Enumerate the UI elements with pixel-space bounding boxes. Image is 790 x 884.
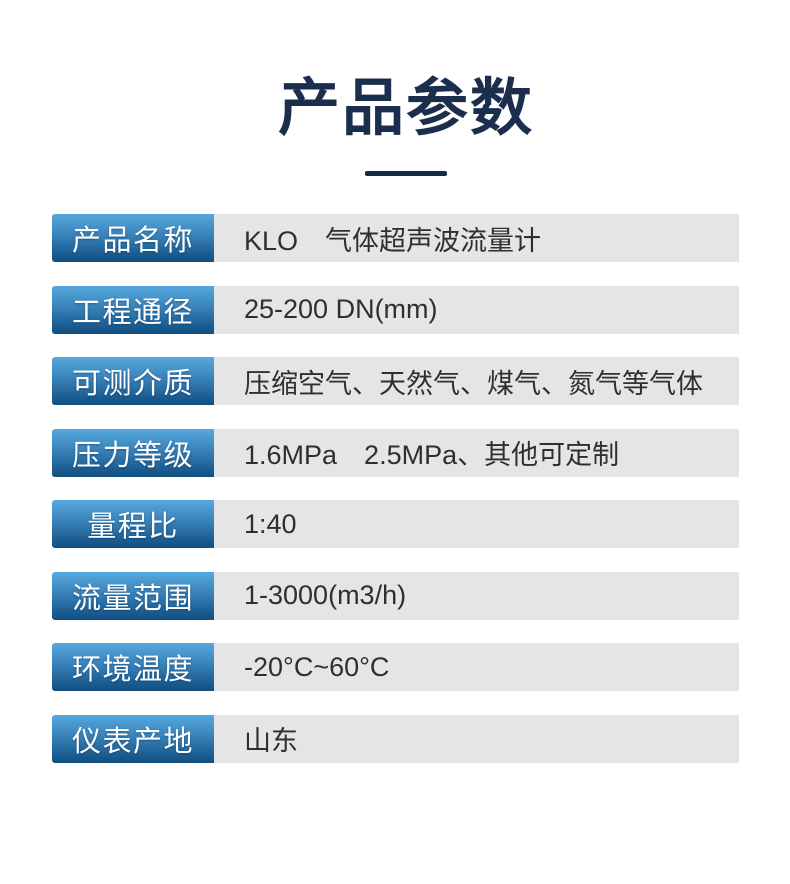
spec-value: KLO 气体超声波流量计 [214, 214, 739, 263]
spec-label: 可测介质 [52, 357, 214, 406]
spec-label: 工程通径 [52, 285, 214, 334]
spec-value: 1-3000(m3/h) [214, 571, 739, 620]
spec-table: 产品名称 KLO 气体超声波流量计 工程通径 25-200 DN(mm) 可测介… [52, 214, 739, 763]
spec-value: 压缩空气、天然气、煤气、氮气等气体 [214, 357, 739, 406]
spec-value: 1:40 [214, 500, 739, 549]
spec-row-origin: 仪表产地 山东 [52, 714, 739, 763]
spec-row-turndown-ratio: 量程比 1:40 [52, 500, 739, 549]
spec-row-ambient-temperature: 环境温度 -20°C~60°C [52, 643, 739, 692]
spec-label: 仪表产地 [52, 714, 214, 763]
spec-row-flow-range: 流量范围 1-3000(m3/h) [52, 571, 739, 620]
spec-value: 1.6MPa 2.5MPa、其他可定制 [214, 428, 739, 477]
page-title: 产品参数 [277, 74, 534, 143]
spec-row-media: 可测介质 压缩空气、天然气、煤气、氮气等气体 [52, 357, 739, 406]
spec-label: 压力等级 [52, 428, 214, 477]
spec-value: -20°C~60°C [214, 643, 739, 692]
spec-value: 山东 [214, 714, 739, 763]
page-header: 产品参数 [11, 74, 790, 177]
spec-label: 量程比 [52, 500, 214, 549]
spec-value: 25-200 DN(mm) [214, 285, 739, 334]
title-underline [365, 171, 447, 177]
spec-label: 环境温度 [52, 643, 214, 692]
spec-label: 产品名称 [52, 214, 214, 263]
spec-label: 流量范围 [52, 571, 214, 620]
spec-row-diameter: 工程通径 25-200 DN(mm) [52, 285, 739, 334]
spec-row-product-name: 产品名称 KLO 气体超声波流量计 [52, 214, 739, 263]
spec-row-pressure-rating: 压力等级 1.6MPa 2.5MPa、其他可定制 [52, 428, 739, 477]
